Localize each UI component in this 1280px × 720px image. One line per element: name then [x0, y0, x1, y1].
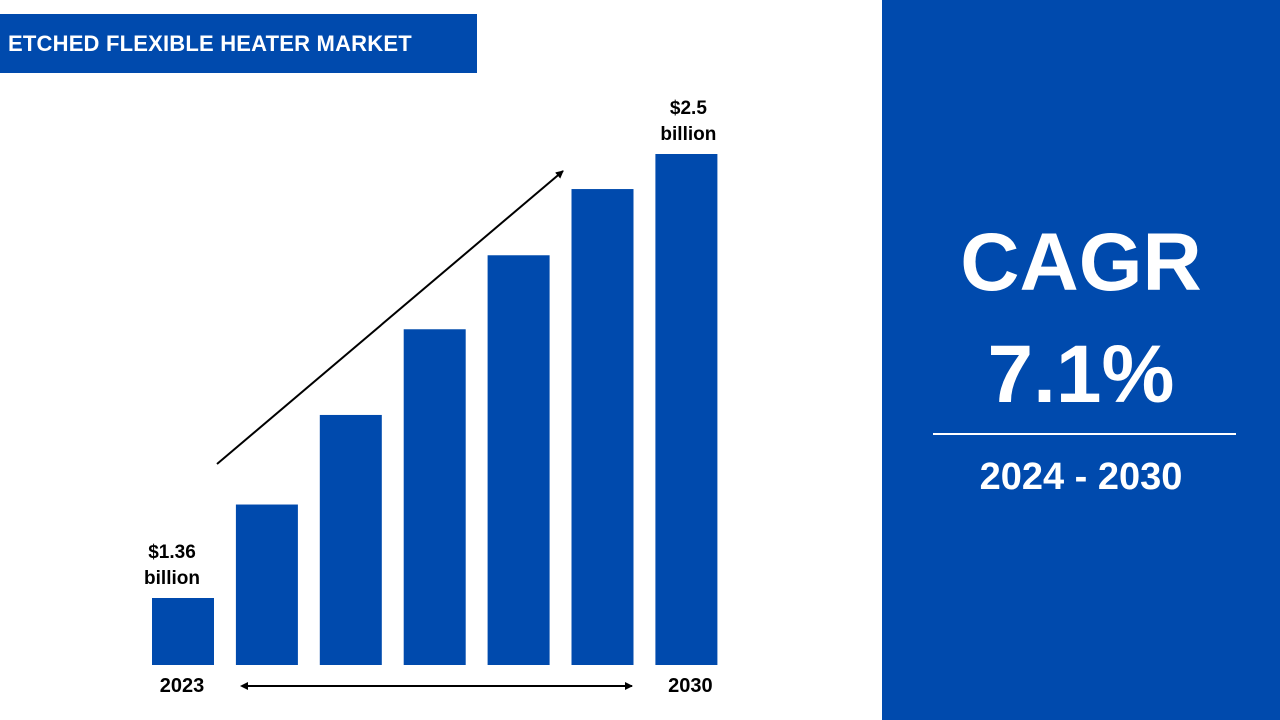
- data-label: $1.36: [148, 542, 196, 563]
- data-label: $2.5: [670, 98, 707, 119]
- data-label: billion: [660, 124, 716, 145]
- bar-3: [319, 414, 382, 665]
- bar-4: [403, 329, 466, 665]
- bar-1: [152, 598, 214, 665]
- chart-title: ETCHED FLEXIBLE HEATER MARKET: [8, 30, 412, 56]
- cagr-divider: [933, 433, 1236, 435]
- bar-2: [235, 504, 298, 665]
- x-tick-label: 2023: [160, 675, 205, 697]
- cagr-period: 2024 - 2030: [979, 456, 1183, 498]
- bar-7: [655, 154, 718, 665]
- bar-5: [487, 255, 550, 665]
- bar-6: [571, 189, 634, 666]
- bar-chart: 2023 2030 $1.36 billion $2.5 billion: [144, 98, 718, 697]
- cagr-panel: CAGR 7.1% 2024 - 2030: [882, 0, 1280, 720]
- data-label: billion: [144, 568, 200, 589]
- x-tick-label: 2030: [668, 675, 713, 697]
- cagr-value: 7.1%: [987, 329, 1175, 420]
- cagr-label: CAGR: [960, 217, 1202, 308]
- trend-arrow: [216, 170, 564, 465]
- chart-title-banner: ETCHED FLEXIBLE HEATER MARKET: [0, 14, 477, 73]
